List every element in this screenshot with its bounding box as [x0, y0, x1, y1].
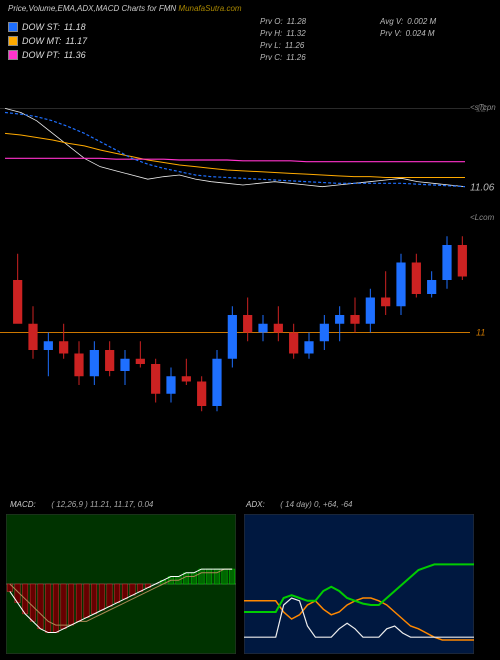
macd-panel [6, 514, 236, 654]
svg-text:11: 11 [476, 328, 485, 338]
legend-swatch [8, 22, 18, 32]
legend-item: DOW PT:11.36 [8, 48, 87, 62]
page-title: Price,Volume,EMA,ADX,MACD Charts for FMN… [8, 4, 242, 13]
legend-text: DOW ST:11.18 [22, 20, 86, 34]
prev-line: Prv C:11.26 [260, 52, 306, 64]
legend-swatch [8, 36, 18, 46]
legend-text: DOW MT:11.17 [22, 34, 87, 48]
legend-item: DOW MT:11.17 [8, 34, 87, 48]
adx-panel [244, 514, 474, 654]
chart-root: Price,Volume,EMA,ADX,MACD Charts for FMN… [0, 0, 500, 660]
ema-panel: 12<sTcpn11.06 [0, 100, 500, 200]
prev-line: Prv L:11.26 [260, 40, 306, 52]
legend: DOW ST:11.18DOW MT:11.17DOW PT:11.36 [8, 20, 87, 62]
prev-line: Prv V:0.024 M [380, 28, 436, 40]
svg-text:11.06: 11.06 [470, 183, 495, 194]
title-text: Price,Volume,EMA,ADX,MACD Charts for FMN [8, 4, 176, 13]
prev-volume: Avg V:0.002 MPrv V:0.024 M [380, 16, 436, 40]
prev-line: Avg V:0.002 M [380, 16, 436, 28]
price-panel: 11 <Lcom [0, 210, 500, 420]
legend-text: DOW PT:11.36 [22, 48, 86, 62]
macd-label: MACD: ( 12,26,9 ) 11.21, 11.17, 0.04 [10, 500, 153, 509]
prev-line: Prv H:11.32 [260, 28, 306, 40]
legend-swatch [8, 50, 18, 60]
prev-ohlc: Prv O:11.28Prv H:11.32Prv L:11.26Prv C:1… [260, 16, 306, 64]
prev-line: Prv O:11.28 [260, 16, 306, 28]
legend-item: DOW ST:11.18 [8, 20, 87, 34]
adx-label: ADX: ( 14 day) 0, +64, -64 [246, 500, 353, 509]
title-site: MunafaSutra.com [178, 4, 241, 13]
svg-text:<sTcpn: <sTcpn [470, 103, 496, 112]
svg-text:<Lcom: <Lcom [470, 213, 495, 222]
